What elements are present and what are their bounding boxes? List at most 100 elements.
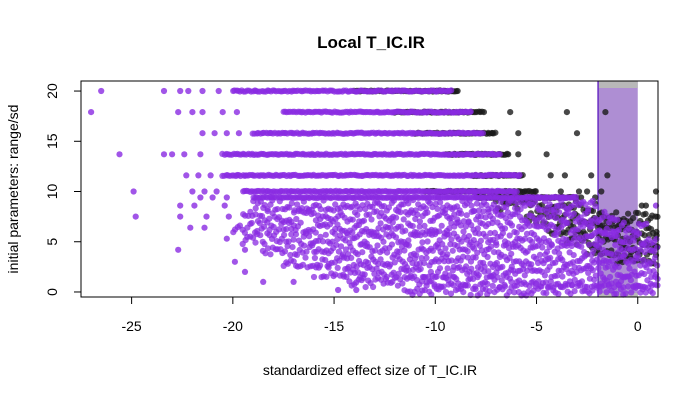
data-point xyxy=(625,239,632,246)
data-point xyxy=(323,273,330,280)
data-point xyxy=(484,253,491,261)
data-point xyxy=(405,242,412,249)
data-point xyxy=(464,248,471,255)
data-point xyxy=(620,219,627,226)
data-point xyxy=(437,199,444,206)
data-point xyxy=(466,197,473,204)
data-point xyxy=(597,251,605,258)
data-point xyxy=(256,220,263,227)
y-axis-label: initial parameters: range/sd xyxy=(5,105,21,274)
data-point xyxy=(542,198,549,205)
data-point xyxy=(562,282,569,289)
data-point xyxy=(199,109,206,116)
data-point xyxy=(201,188,208,195)
data-point xyxy=(445,231,453,238)
data-point xyxy=(463,212,470,219)
data-point xyxy=(505,151,512,158)
data-point xyxy=(183,172,190,179)
data-point xyxy=(556,209,563,216)
data-point xyxy=(555,290,562,297)
data-point xyxy=(547,278,554,285)
data-point xyxy=(457,222,464,229)
data-point xyxy=(362,284,369,291)
data-point xyxy=(489,282,496,289)
data-point xyxy=(360,217,368,224)
data-point xyxy=(269,197,276,204)
data-point xyxy=(448,87,455,94)
data-point xyxy=(287,251,294,259)
data-point xyxy=(485,268,492,275)
data-point xyxy=(428,291,435,298)
data-point xyxy=(546,201,553,208)
data-point xyxy=(290,278,297,285)
data-point xyxy=(553,231,560,238)
data-point xyxy=(442,288,450,296)
data-point xyxy=(380,203,388,210)
data-point xyxy=(493,241,500,249)
data-point xyxy=(288,200,295,207)
data-point xyxy=(397,209,404,216)
data-point xyxy=(573,197,580,204)
data-point xyxy=(221,202,228,209)
data-point xyxy=(575,188,583,195)
data-point xyxy=(468,222,475,229)
data-point xyxy=(416,223,423,230)
data-point xyxy=(460,253,467,260)
data-point xyxy=(348,254,355,261)
data-point xyxy=(248,219,255,227)
x-axis: -25 -20 -15 -10 -5 0 xyxy=(121,296,642,334)
data-point xyxy=(589,223,596,230)
data-point xyxy=(399,280,406,287)
y-tick-label: 10 xyxy=(44,184,60,200)
data-point xyxy=(444,265,451,272)
x-tick-label: -25 xyxy=(121,318,141,334)
data-point xyxy=(617,286,625,293)
data-point xyxy=(630,215,637,222)
data-point xyxy=(357,241,364,248)
data-point xyxy=(181,151,188,158)
data-point xyxy=(387,224,394,231)
data-point xyxy=(283,226,290,233)
data-point xyxy=(582,265,590,272)
data-point xyxy=(547,172,554,179)
data-point xyxy=(598,188,605,195)
data-point xyxy=(187,224,194,231)
data-point xyxy=(185,87,192,95)
points-layer xyxy=(88,87,661,299)
data-point xyxy=(417,265,424,273)
data-point xyxy=(476,230,483,237)
data-point xyxy=(231,258,238,265)
data-point xyxy=(416,218,423,225)
data-point xyxy=(362,205,369,213)
data-point xyxy=(592,203,599,210)
data-point xyxy=(532,199,539,206)
data-point xyxy=(625,210,632,217)
data-point xyxy=(285,219,292,227)
data-point xyxy=(563,242,570,249)
data-point xyxy=(264,208,271,215)
data-point xyxy=(621,239,628,246)
data-point xyxy=(599,238,606,245)
data-point xyxy=(613,290,620,297)
data-point xyxy=(354,211,361,218)
data-point xyxy=(160,87,168,95)
data-point xyxy=(189,188,196,195)
data-point xyxy=(293,251,301,258)
data-point xyxy=(595,244,602,251)
data-point xyxy=(410,197,417,204)
data-point xyxy=(359,249,366,256)
data-point xyxy=(303,248,310,255)
data-point xyxy=(371,247,379,254)
data-point xyxy=(353,286,360,294)
data-point xyxy=(488,243,495,250)
data-point xyxy=(472,254,479,261)
data-point xyxy=(474,249,481,256)
data-point xyxy=(521,235,529,242)
data-point xyxy=(384,249,391,256)
data-point xyxy=(429,247,436,254)
data-point xyxy=(547,254,554,261)
data-point xyxy=(548,242,556,249)
data-point xyxy=(497,264,504,271)
data-point xyxy=(514,199,521,206)
data-point xyxy=(446,225,453,232)
